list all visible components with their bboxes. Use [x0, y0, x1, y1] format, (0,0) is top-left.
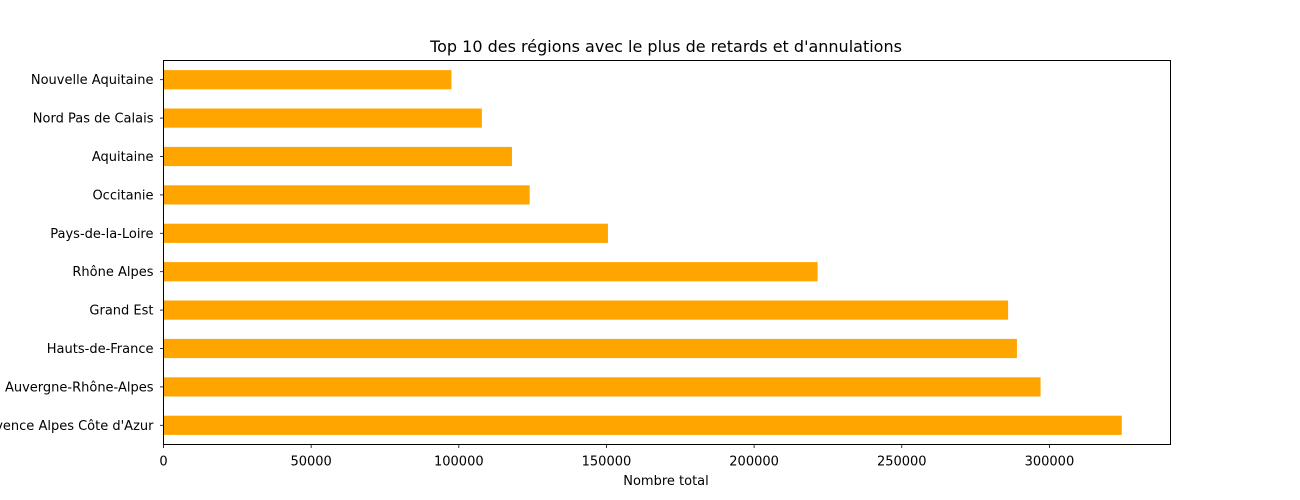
y-tick-label: Nord Pas de Calais: [33, 112, 154, 127]
y-tick-label: Nouvelle Aquitaine: [31, 73, 154, 88]
bar: [163, 146, 512, 167]
x-tick-label: 0: [159, 455, 167, 470]
x-tick-label: 300000: [1025, 455, 1075, 470]
bars-layer: [163, 70, 1122, 435]
y-tick-label: Provence Alpes Côte d'Azur: [0, 419, 154, 434]
y-tick-label: Auvergne-Rhône-Alpes: [5, 380, 154, 395]
y-tick-label: Aquitaine: [92, 150, 154, 165]
x-tick-label: 150000: [582, 455, 632, 470]
x-tick-label: 100000: [434, 455, 484, 470]
bar: [163, 338, 1017, 359]
x-tick-label: 200000: [729, 455, 779, 470]
x-ticks: 0 50000 100000 150000 200000 250000 300000: [159, 444, 1075, 470]
bar: [163, 108, 482, 128]
bar: [163, 70, 452, 90]
bar: [163, 185, 530, 205]
plot-frame: [163, 60, 1171, 445]
y-tick-label: Hauts-de-France: [47, 342, 154, 357]
bar: [163, 300, 1009, 320]
x-axis-label: Nombre total: [623, 474, 709, 489]
chart-title: Top 10 des régions avec le plus de retar…: [429, 37, 902, 56]
x-tick-label: 50000: [290, 455, 331, 470]
bar: [163, 415, 1122, 435]
y-tick-label: Occitanie: [92, 188, 153, 203]
y-tick-label: Rhône Alpes: [72, 265, 153, 280]
x-tick-label: 250000: [877, 455, 927, 470]
bar: [163, 262, 818, 282]
y-tick-label: Pays-de-la-Loire: [50, 227, 153, 242]
bar: [163, 223, 608, 243]
y-ticks: Nouvelle Aquitaine Nord Pas de Calais Aqui…: [0, 73, 164, 434]
bar: [163, 377, 1041, 397]
y-tick-label: Grand Est: [89, 304, 153, 319]
